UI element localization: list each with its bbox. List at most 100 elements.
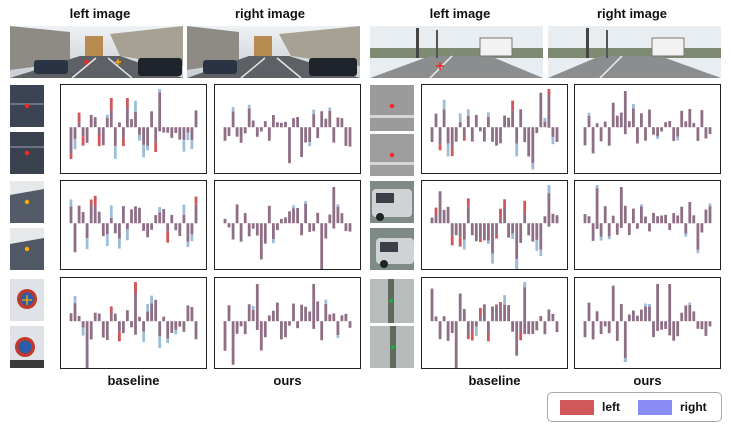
bar-overlap — [259, 223, 263, 260]
bar-right-excess — [466, 109, 470, 116]
bar-overlap — [632, 108, 635, 128]
bar-overlap — [680, 206, 684, 224]
bar-panel-baseline-right-1 — [421, 84, 568, 174]
bar-overlap — [688, 304, 692, 322]
bar-overlap — [113, 127, 117, 147]
bar-overlap — [446, 127, 450, 144]
bar-left-excess — [511, 100, 514, 111]
bar-overlap — [531, 321, 535, 334]
bar-overlap — [676, 127, 680, 137]
bar-overlap — [97, 127, 101, 134]
bar-panel-ours-left-2 — [214, 180, 361, 270]
bar-overlap — [320, 321, 324, 341]
bar-overlap — [450, 223, 454, 236]
bar-overlap — [668, 223, 672, 230]
patch-right-2a — [370, 181, 414, 223]
bar-overlap — [527, 223, 531, 236]
bar-overlap — [499, 305, 502, 322]
bar-right-excess — [142, 331, 145, 342]
bar-overlap — [186, 305, 190, 322]
bar-overlap — [146, 311, 149, 322]
bar-overlap — [174, 223, 178, 231]
bar-overlap — [122, 321, 125, 334]
bar-overlap — [676, 215, 680, 224]
bar-left-excess — [126, 98, 129, 107]
bar-overlap — [539, 223, 543, 250]
bar-right-excess — [231, 107, 235, 112]
bar-overlap — [126, 223, 129, 230]
bar-overlap — [288, 321, 291, 326]
bar-overlap — [454, 321, 458, 368]
bar-overlap — [138, 127, 141, 135]
bar-overlap — [243, 127, 247, 134]
bar-overlap — [89, 114, 93, 128]
bar-overlap — [243, 321, 247, 335]
bar-overlap — [118, 321, 121, 332]
bar-overlap — [272, 223, 275, 240]
bar-left-excess — [134, 282, 137, 294]
scene-photo-right-1 — [187, 26, 360, 78]
bar-right-excess — [684, 233, 688, 237]
bar-overlap — [178, 321, 182, 327]
bar-overlap — [142, 321, 145, 332]
bar-overlap — [430, 127, 434, 142]
bar-overlap — [162, 209, 166, 224]
bar-overlap — [652, 127, 655, 135]
bar-overlap — [174, 127, 178, 133]
bar-overlap — [692, 311, 696, 322]
bar-overlap — [599, 223, 603, 237]
bar-overlap — [113, 223, 117, 234]
bar-overlap — [466, 206, 470, 224]
bar-overlap — [312, 223, 316, 232]
bar-glyphs — [69, 195, 198, 253]
bar-overlap — [130, 209, 133, 224]
header-right-image-2: right image — [596, 6, 668, 21]
bar-right-excess — [491, 253, 494, 264]
bar-left-excess — [77, 112, 81, 123]
bar-right-excess — [158, 207, 162, 213]
bar-overlap — [704, 127, 708, 139]
bar-right-excess — [523, 282, 527, 288]
bar-overlap — [166, 223, 170, 232]
bar-overlap — [543, 321, 547, 335]
bar-left-excess — [154, 142, 158, 152]
bar-overlap — [430, 217, 434, 224]
bar-overlap — [134, 206, 137, 224]
bar-overlap — [684, 121, 688, 128]
bar-overlap — [134, 284, 137, 335]
bar-overlap — [134, 112, 137, 128]
bar-overlap — [700, 110, 704, 128]
bar-overlap — [158, 321, 162, 337]
bar-right-excess — [648, 303, 651, 307]
bar-overlap — [527, 321, 531, 335]
bar-glyphs — [583, 91, 712, 154]
bar-overlap — [515, 127, 519, 144]
bar-overlap — [470, 223, 474, 236]
bar-overlap — [308, 127, 312, 143]
bar-overlap — [491, 127, 494, 142]
bar-right-excess — [81, 327, 85, 336]
bar-overlap — [434, 113, 438, 128]
bar-overlap — [85, 223, 89, 239]
bar-overlap — [190, 127, 194, 140]
bar-left-excess — [109, 306, 113, 314]
bar-overlap — [304, 127, 307, 143]
bar-overlap — [162, 127, 166, 133]
bar-right-excess — [487, 240, 490, 244]
bar-overlap — [454, 223, 458, 236]
bar-overlap — [255, 284, 259, 330]
bar-overlap — [150, 223, 153, 230]
bar-overlap — [434, 316, 438, 322]
header-left-image-2: left image — [429, 6, 491, 21]
bar-panel-baseline-right-2 — [421, 180, 568, 270]
bar-overlap — [511, 223, 514, 234]
bar-overlap — [499, 127, 502, 144]
bar-overlap — [344, 223, 348, 232]
patch-right-1a — [370, 85, 414, 131]
bar-overlap — [483, 127, 486, 142]
bar-overlap — [595, 123, 599, 128]
bar-overlap — [511, 321, 514, 332]
bar-overlap — [81, 321, 85, 328]
bar-overlap — [434, 214, 438, 224]
bar-overlap — [239, 321, 243, 327]
